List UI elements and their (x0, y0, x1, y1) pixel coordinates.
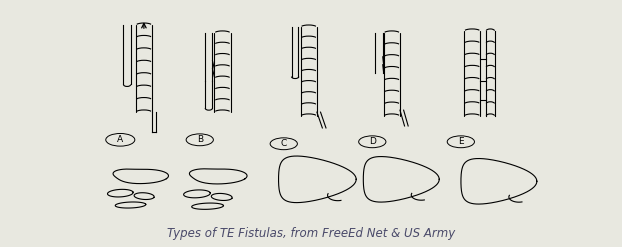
Text: A: A (117, 135, 123, 144)
Text: Types of TE Fistulas, from FreeEd Net & US Army: Types of TE Fistulas, from FreeEd Net & … (167, 227, 455, 240)
Text: C: C (281, 139, 287, 148)
Text: B: B (197, 135, 203, 144)
Text: D: D (369, 137, 376, 146)
Text: E: E (458, 137, 463, 146)
